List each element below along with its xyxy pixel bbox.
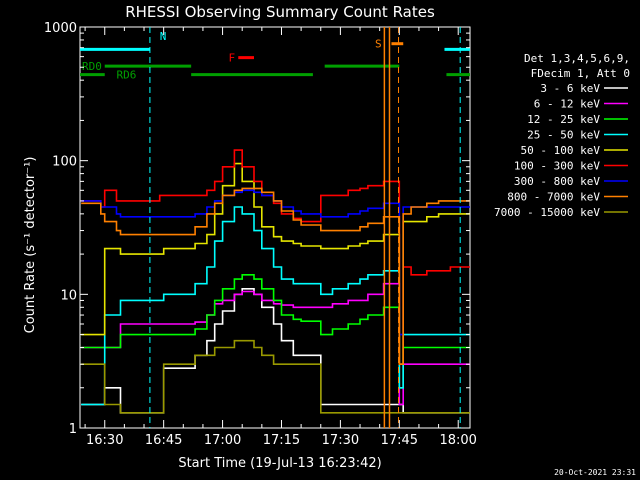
annotation-label-3: RD0 xyxy=(82,60,102,73)
legend-label-7: 800 - 7000 keV xyxy=(507,191,600,204)
legend-label-5: 100 - 300 keV xyxy=(514,160,600,173)
y-axis-label: Count Rate (s⁻¹ detector⁻¹) xyxy=(23,157,38,334)
y-tick-label: 100 xyxy=(52,155,77,170)
series-line-0 xyxy=(81,288,470,414)
x-axis-label: Start Time (19-Jul-13 16:23:42) xyxy=(178,456,381,471)
legend-label-3: 25 - 50 keV xyxy=(527,129,600,142)
legend-label-4: 50 - 100 keV xyxy=(521,144,601,157)
legend-label-8: 7000 - 15000 keV xyxy=(494,206,600,219)
x-tick-label: 17:30 xyxy=(322,433,359,448)
annotation-label-1: F xyxy=(228,52,235,65)
annotation-label-0: N xyxy=(160,30,167,43)
legend-label-6: 300 - 800 keV xyxy=(514,175,600,188)
plot-frame xyxy=(79,26,471,429)
legend-header-1: Det 1,3,4,5,6,9, xyxy=(524,52,630,65)
series-line-1 xyxy=(81,282,470,406)
series-line-3 xyxy=(81,206,470,406)
x-tick-label: 17:15 xyxy=(263,433,300,448)
axes xyxy=(79,26,471,429)
legend-label-1: 6 - 12 keV xyxy=(534,98,601,111)
footer-date: 20-Oct-2021 23:31 xyxy=(554,468,636,477)
annotation-label-2: S xyxy=(375,38,382,51)
annotation-label-4: RD6 xyxy=(117,69,137,82)
legend: 3 - 6 keV 6 - 12 keV 12 - 25 keV 25 - 50 ke… xyxy=(494,82,628,219)
x-tick-label: 16:30 xyxy=(86,433,123,448)
x-tick-label: 16:45 xyxy=(145,433,182,448)
series-layer xyxy=(81,149,470,414)
y-tick-label: 10 xyxy=(60,288,77,303)
x-tick-label: 17:00 xyxy=(204,433,241,448)
series-line-8 xyxy=(81,339,470,414)
y-tick-label: 1000 xyxy=(44,21,77,36)
chart-title: RHESSI Observing Summary Count Rates xyxy=(125,3,435,21)
legend-header-2: FDecim 1, Att 0 xyxy=(531,67,630,80)
ticks: 16:30 16:45 17:00 17:15 17:30 17:45 18:00 1 10 10… xyxy=(44,21,477,448)
legend-label-0: 3 - 6 keV xyxy=(540,82,600,95)
series-line-2 xyxy=(81,274,470,389)
series-line-7 xyxy=(81,187,470,365)
legend-label-2: 12 - 25 keV xyxy=(527,113,600,126)
x-tick-label: 17:45 xyxy=(381,433,418,448)
annotation-layer: N F S RD0 RD6 xyxy=(80,27,470,428)
series-line-5 xyxy=(81,149,470,365)
x-tick-label: 18:00 xyxy=(439,433,476,448)
y-tick-label: 1 xyxy=(69,422,77,437)
